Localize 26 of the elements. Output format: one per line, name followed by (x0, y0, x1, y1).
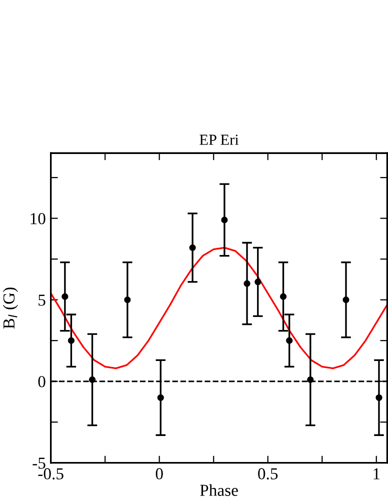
point (286, 337, 293, 344)
point (157, 394, 164, 401)
y-tick-label: 5 (38, 294, 46, 306)
point (342, 296, 350, 304)
y-tick-label: -5 (32, 458, 46, 469)
x-axis-title: Phase (200, 484, 238, 496)
x-tick-label: 0.5 (258, 468, 278, 480)
x-tick-label: 0 (156, 468, 163, 480)
point (280, 293, 287, 300)
point (124, 296, 131, 304)
x-tick-label: -0.5 (38, 468, 64, 480)
point (376, 394, 382, 401)
point (254, 278, 262, 286)
point (244, 280, 250, 287)
point (189, 244, 196, 251)
y-tick-label: 0 (38, 376, 46, 388)
point (221, 216, 228, 224)
point (62, 293, 68, 300)
point (307, 376, 314, 383)
point (88, 376, 96, 383)
x-tick-label: 1 (374, 468, 380, 480)
chart-title: EP Eri (200, 134, 239, 145)
y-tick-label: 10 (30, 213, 46, 224)
line-series (50, 246, 388, 370)
y-axis-title: B$_{l}$ (G) (2, 288, 18, 329)
point (68, 337, 75, 344)
